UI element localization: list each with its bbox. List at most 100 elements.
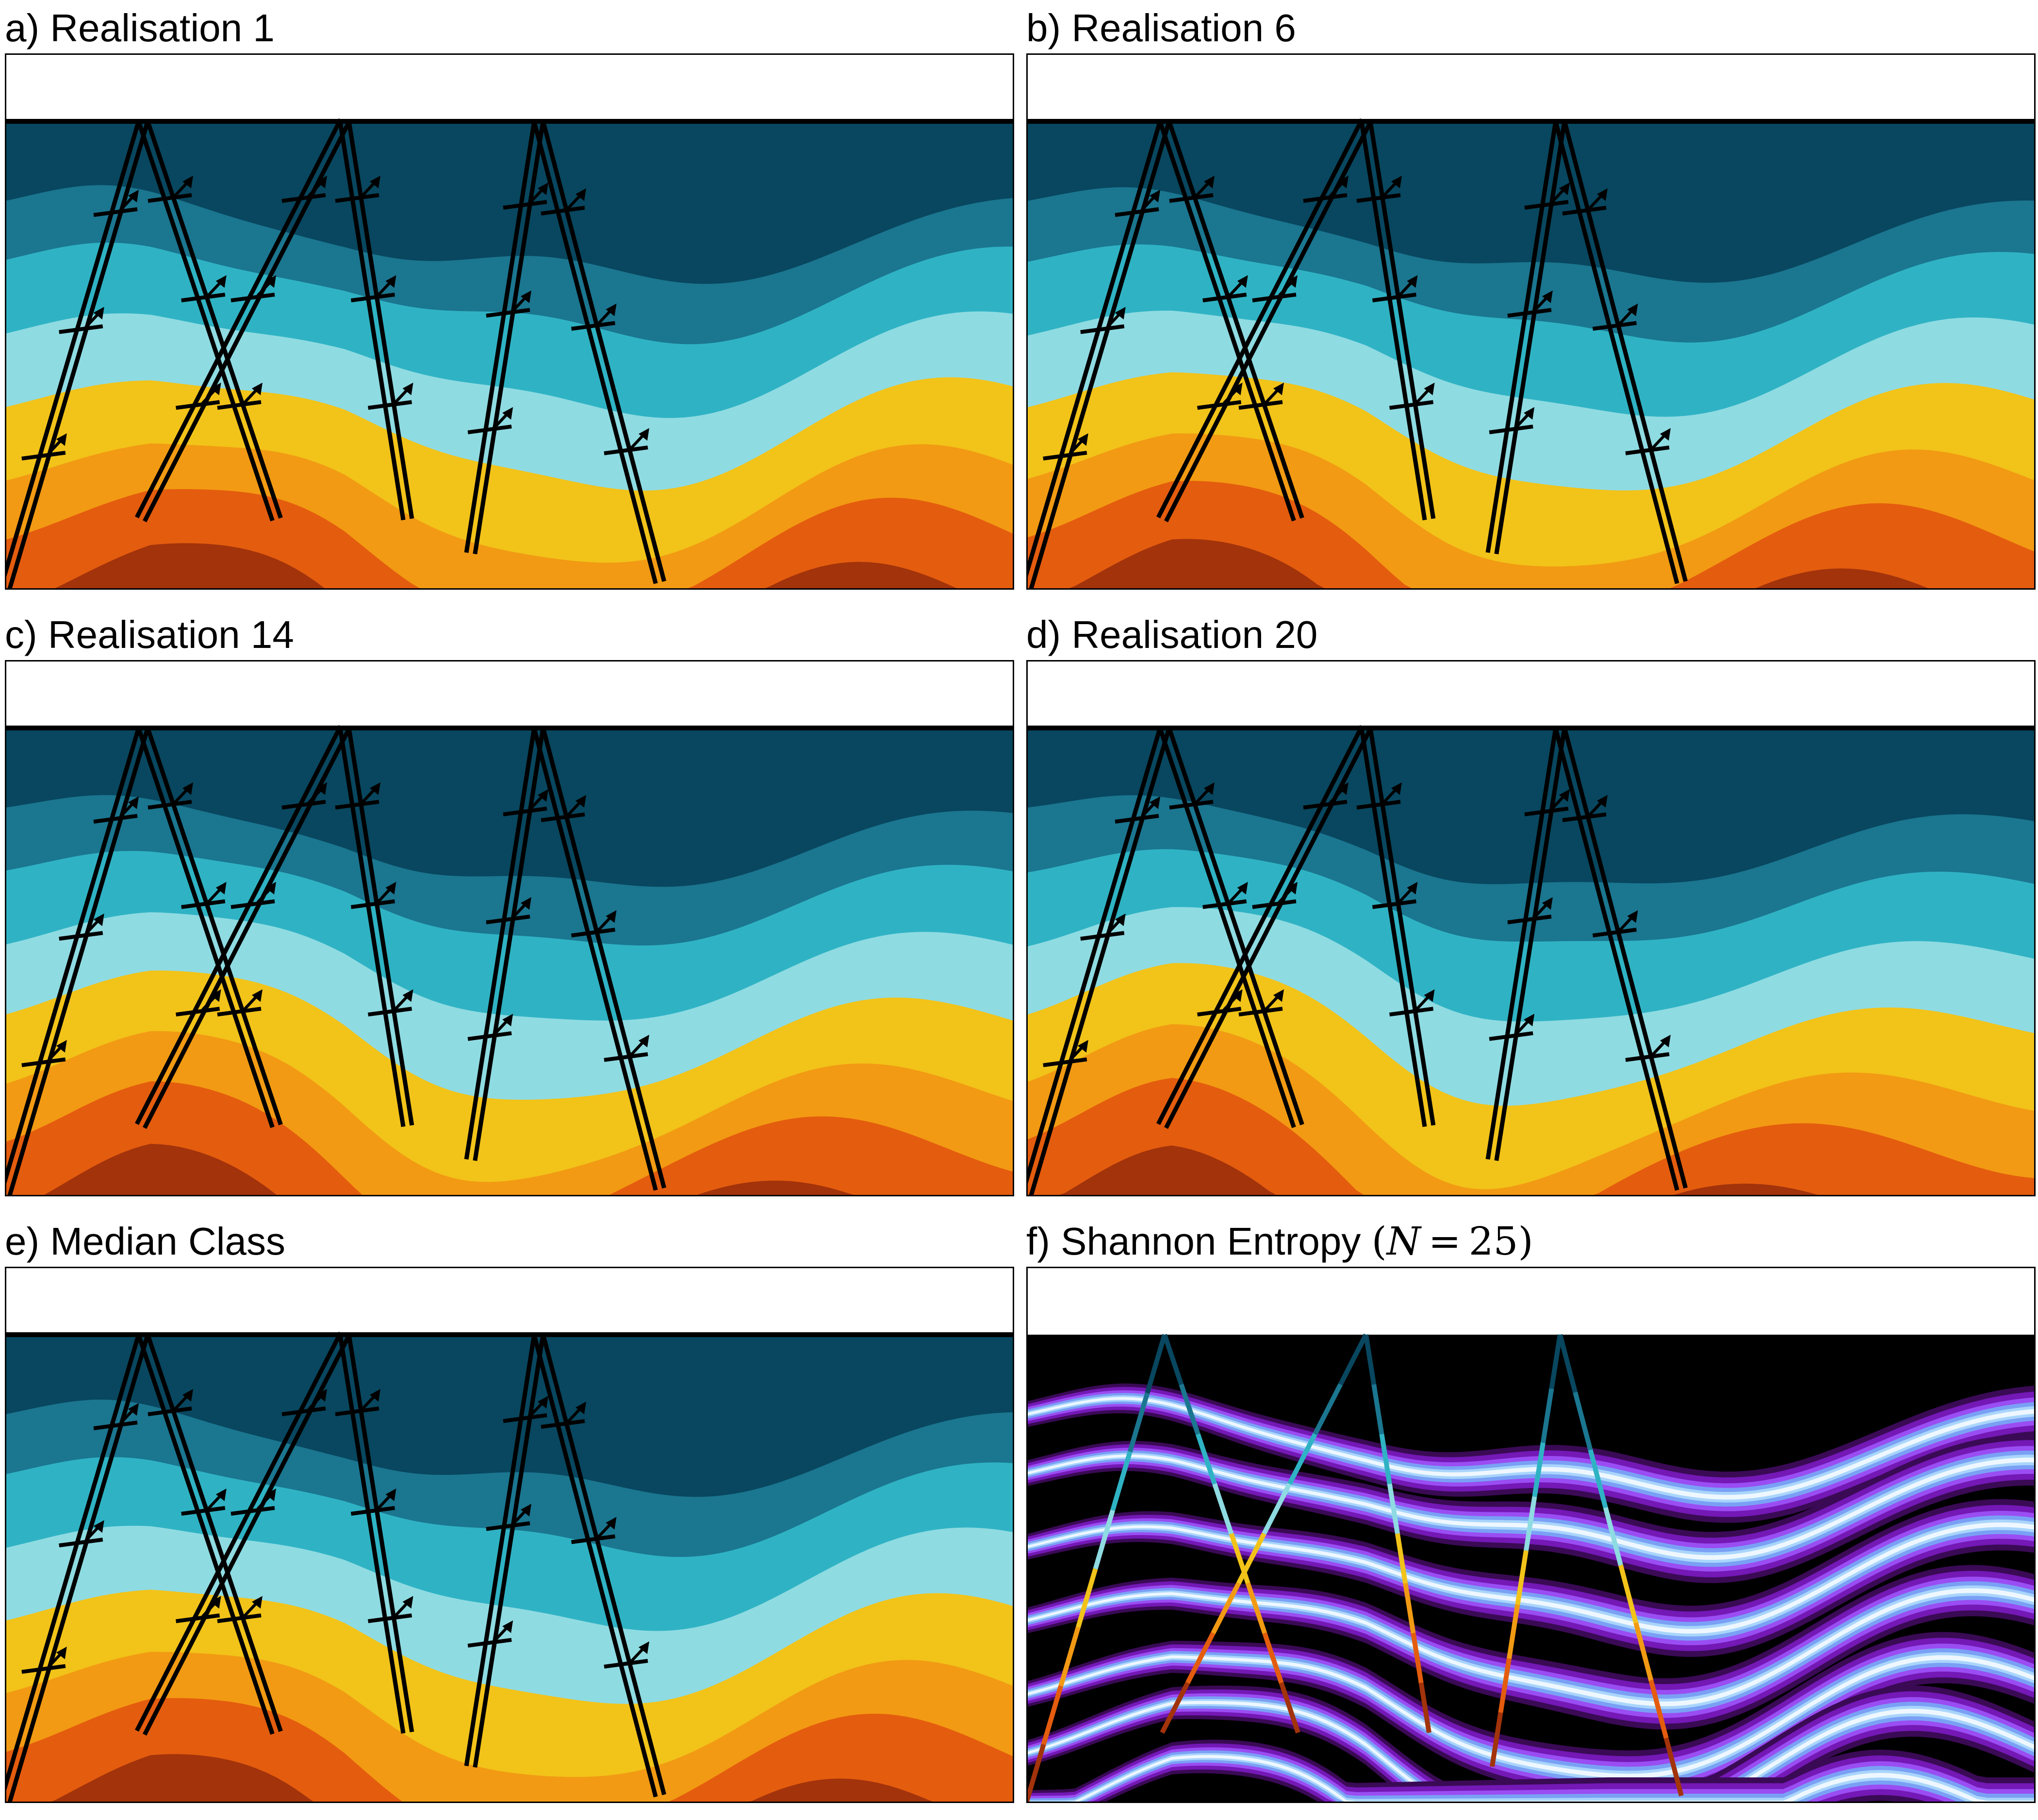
fault-tick <box>350 1506 395 1516</box>
panel-title: a) Realisation 1 <box>5 6 275 50</box>
entropy-plot <box>1026 1267 2036 1803</box>
fault-tick <box>1507 914 1552 925</box>
fault-segment <box>1371 1384 1384 1435</box>
fault-tick <box>148 800 192 810</box>
fault-tick <box>1489 1031 1533 1041</box>
fault-segment <box>1212 1483 1234 1535</box>
slip-arrow-head <box>1204 176 1215 188</box>
fault-segment <box>1211 1582 1241 1635</box>
slip-arrow-head <box>1559 182 1570 195</box>
slip-arrow-head <box>1150 190 1160 202</box>
slip-arrow-head <box>1524 1013 1535 1026</box>
slip-arrow-head <box>128 190 139 202</box>
slip-arrow-head <box>1627 303 1638 316</box>
fault-line <box>532 1335 658 1798</box>
entropy-band <box>1026 1588 2036 1706</box>
fault-line <box>1485 120 1558 553</box>
fault-segment <box>1162 1334 1184 1386</box>
layer-1 <box>5 728 1014 887</box>
fault-segment <box>1287 1433 1317 1485</box>
fault-tick <box>1115 814 1159 824</box>
fault-tick <box>93 1421 138 1430</box>
panel-realisation-20: d) Realisation 20 <box>1026 612 2036 1213</box>
fault-segment <box>1110 1451 1133 1511</box>
fault-segment <box>1279 1682 1300 1734</box>
fault-segment <box>1418 1682 1431 1733</box>
panel-title: b) Realisation 6 <box>1026 6 1296 50</box>
fault-line <box>338 1335 406 1734</box>
fault-line <box>464 727 537 1160</box>
fault-tick <box>181 899 226 909</box>
fault-segment <box>1058 1626 1081 1687</box>
slip-arrow-head <box>215 1489 227 1501</box>
slip-arrow-head <box>370 1389 380 1402</box>
slip-arrow-head <box>1338 782 1348 795</box>
fault-line <box>464 1333 537 1767</box>
fault-tick <box>1169 193 1214 203</box>
fault-tick <box>230 293 275 302</box>
fault-line <box>1494 728 1567 1161</box>
fault-tick <box>176 400 220 410</box>
slip-arrow-head <box>521 1504 531 1517</box>
fault-line <box>1158 728 1296 1128</box>
layer-1 <box>1026 728 2036 884</box>
slip-arrow-head <box>215 882 227 894</box>
fault-tick <box>1562 206 1607 215</box>
slip-arrow-head <box>370 782 380 795</box>
slip-arrow-head <box>56 433 67 446</box>
fault-line <box>1368 727 1436 1126</box>
entropy-band <box>1026 1390 2036 1511</box>
slip-arrow-head <box>1273 989 1284 1002</box>
cross-section-plot <box>5 1267 1014 1803</box>
entropy-band <box>1026 1701 2036 1803</box>
fault-tick <box>230 1506 275 1516</box>
fault-segment <box>1573 1391 1593 1451</box>
slip-arrow-head <box>1232 989 1243 1002</box>
fault-tick <box>1197 1007 1242 1017</box>
slip-arrow-head <box>265 1489 276 1501</box>
entropy-band <box>1026 1522 2036 1634</box>
fault-segment <box>1549 1334 1562 1390</box>
fault-segment <box>1663 1737 1684 1797</box>
fault-line <box>338 728 406 1127</box>
fault-tick <box>350 293 395 302</box>
fault-tick <box>1043 450 1087 461</box>
fault-tick <box>1389 1007 1434 1017</box>
fault-line <box>338 121 406 521</box>
slip-arrow-head <box>182 176 193 188</box>
panel-realisation-1: a) Realisation 1 <box>5 5 1014 607</box>
fault-tick <box>1043 1057 1087 1067</box>
fault-line <box>1026 726 1163 1189</box>
fault-line <box>464 120 537 553</box>
fault-segment <box>1127 1392 1150 1453</box>
fault-tick <box>1238 400 1283 410</box>
fault-line <box>1167 119 1304 519</box>
fault-segment <box>1588 1449 1608 1508</box>
fault-segment <box>1411 1633 1424 1684</box>
fault-tick <box>176 1007 220 1017</box>
entropy-band <box>1026 1450 2036 1567</box>
slip-arrow-head <box>1424 382 1435 396</box>
fault-tick <box>368 400 412 410</box>
fault-segment <box>1160 1682 1190 1734</box>
fault-line <box>473 1335 545 1768</box>
fault-line <box>1553 728 1679 1191</box>
slip-arrow-head <box>1660 1035 1671 1047</box>
fault-segment <box>1541 1388 1554 1443</box>
fault-tick <box>21 1057 66 1067</box>
fault-line <box>1562 726 1688 1189</box>
slip-arrow-head <box>1391 176 1402 188</box>
frame-border <box>5 660 1014 1196</box>
slip-arrow-head <box>606 303 617 316</box>
entropy-band <box>1026 1696 2036 1803</box>
fault-tick <box>148 193 192 203</box>
fault-line <box>5 1333 141 1796</box>
fault-line <box>346 727 414 1126</box>
fault-tick <box>1625 446 1670 455</box>
fault-tick <box>1252 899 1297 909</box>
panel-realisation-6: b) Realisation 6 <box>1026 5 2036 607</box>
slip-arrow-head <box>639 428 649 441</box>
fault-line <box>541 726 667 1189</box>
fault-line <box>5 119 141 582</box>
fault-tick <box>1389 400 1434 410</box>
